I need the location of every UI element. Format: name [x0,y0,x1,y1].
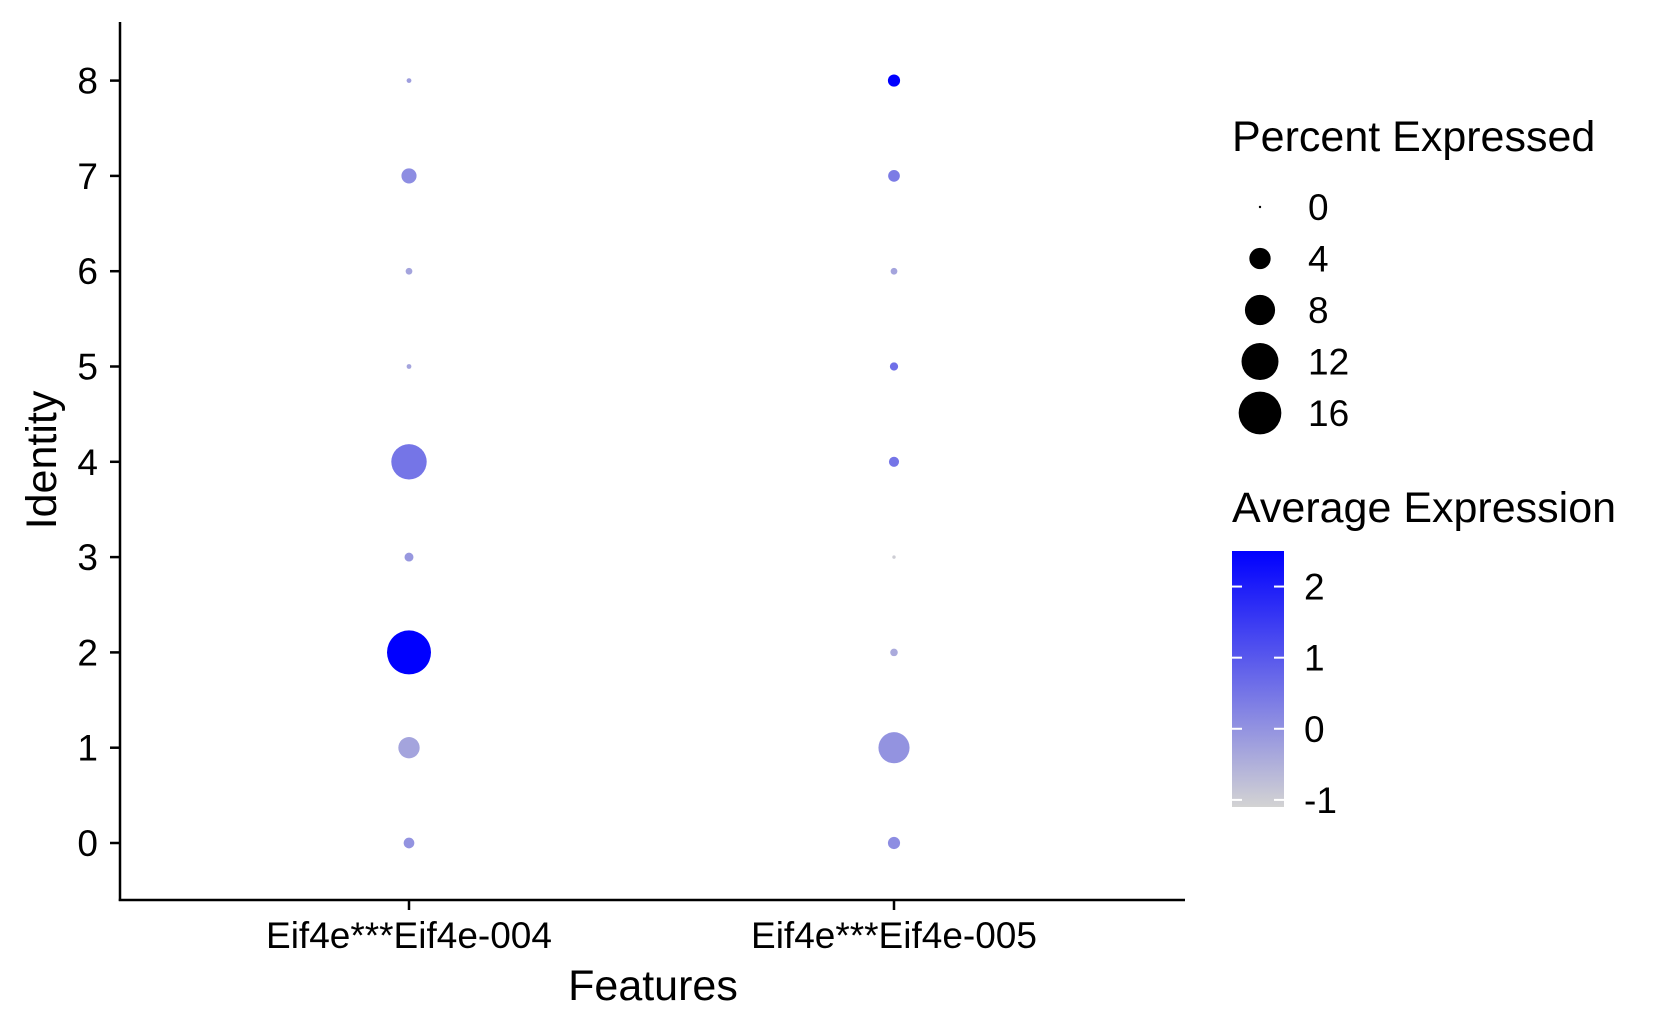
size-legend-dot [1244,294,1276,326]
size-legend-label: 4 [1308,239,1329,280]
x-tick-label: Eif4e***Eif4e-004 [266,915,552,956]
y-tick-label: 3 [77,537,98,578]
y-axis-ticks: 0 1 2 3 4 5 6 7 8 [77,61,120,864]
y-tick-label: 7 [77,156,98,197]
x-axis-title: Features [568,962,738,1010]
dot-point [406,78,412,83]
y-tick-label: 2 [77,632,98,673]
size-legend-dot [1258,205,1262,209]
dot-point [888,170,900,182]
color-legend: Average Expression 2 1 0 -1 [1232,484,1616,821]
size-legend-label: 16 [1308,393,1349,434]
size-legend-dot [1249,247,1271,270]
dot-point [405,267,413,275]
dot-point [398,737,420,759]
dot-point [890,648,898,657]
dot-point [887,836,901,850]
dot-point [403,837,415,849]
y-tick-label: 4 [77,442,98,483]
dot-point [406,364,412,369]
dot-point [888,456,900,467]
dot-point [387,630,431,675]
x-tick-label: Eif4e***Eif4e-005 [751,915,1037,956]
x-axis-ticks: Eif4e***Eif4e-004 Eif4e***Eif4e-005 [266,900,1037,956]
dot-point [892,555,896,559]
size-legend: Percent Expressed 0 4 8 12 16 [1232,113,1595,435]
dot-point [878,732,910,764]
y-tick-label: 5 [77,347,98,388]
color-bar [1232,551,1284,807]
y-tick-label: 1 [77,728,98,769]
size-legend-label: 8 [1308,290,1329,331]
size-legend-title: Percent Expressed [1232,113,1595,161]
dot-point [887,74,901,87]
color-legend-label: 1 [1304,638,1325,679]
size-legend-label: 12 [1308,342,1349,383]
size-legend-dot [1238,391,1282,435]
y-axis-title: Identity [18,390,66,529]
color-legend-label: 2 [1304,567,1325,608]
y-tick-label: 8 [77,61,98,102]
color-legend-label: 0 [1304,709,1325,750]
y-tick-label: 6 [77,251,98,292]
dot-point [890,267,898,275]
dot-point [401,168,417,184]
size-legend-dot [1241,343,1279,380]
dot-point [404,552,414,562]
size-legend-label: 0 [1308,187,1329,228]
dot-point [391,444,427,480]
data-points [387,74,910,850]
color-legend-label: -1 [1304,780,1337,821]
color-legend-title: Average Expression [1232,484,1616,532]
dot-point [889,362,899,371]
y-tick-label: 0 [77,823,98,864]
